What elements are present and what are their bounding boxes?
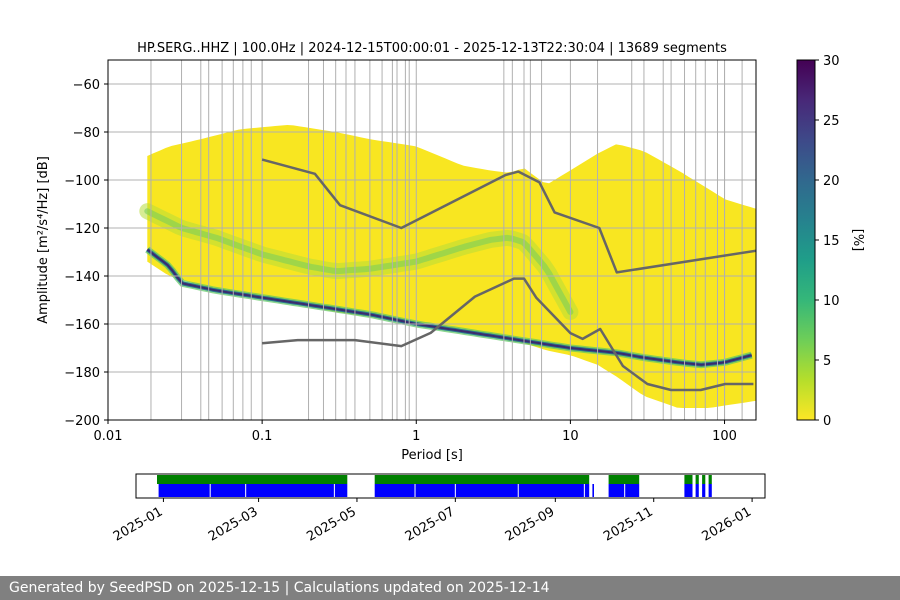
mode-curve [146,248,752,366]
noise-band-core [144,208,574,315]
availability-timeline: 2025-01 2025-03 2025-05 2025-07 2025-09 2025-… [111,473,766,545]
footer-text: Generated by SeedPSD on 2025-12-15 | Cal… [9,580,550,596]
colorbar-tick-label: 5 [823,354,831,369]
timeline-tick-label: 2025-01 [111,504,166,544]
footer-bar: Generated by SeedPSD on 2025-12-15 | Cal… [0,576,900,600]
colorbar-tick-label: 20 [823,174,840,189]
y-tick-label: −120 [64,222,100,237]
time-gap-lines [150,60,743,420]
y-tick-label: −140 [64,270,100,285]
y-axis-label: Amplitude [m²/s⁴/Hz] [dB] [36,156,51,324]
x-tick-label: 10 [562,429,579,444]
colorbar-label: [%] [850,229,865,252]
timeline-tick-label: 2025-03 [206,504,261,544]
y-tick-label: −80 [73,126,100,141]
nlnm-curve [261,277,754,392]
x-tick-label: 1 [412,429,420,444]
colorbar-tick-label: 0 [823,414,831,429]
noise-models [261,158,756,392]
colorbar-tick-label: 15 [823,234,840,249]
colorbar-tick-label: 10 [823,294,840,309]
timeline-ticks: 2025-01 2025-03 2025-05 2025-07 2025-09 2025-… [111,498,754,545]
availability-bar [608,475,640,484]
timeline-tick-label: 2026-01 [700,504,755,544]
colorbar-ticks: 0 5 10 15 20 25 30 [815,54,840,429]
availability-bar [695,475,699,484]
timeline-bars [157,475,712,497]
timeline-frame [135,473,766,499]
segment-bar [702,484,706,497]
availability-bar [684,475,693,484]
segment-bar [708,484,712,497]
timeline-tick-label: 2025-07 [403,504,458,544]
psd-plot: 0.01 0.1 1 10 100 −60 −80 −100 −120 −140 −160 −180… [36,59,757,463]
y-tick-label: −160 [64,318,100,333]
segment-bar [684,484,693,497]
availability-bar [702,475,706,484]
y-tick-label: −180 [64,366,100,381]
timeline-tick-label: 2025-09 [503,504,558,544]
availability-bar [708,475,712,484]
x-axis-ticks: 0.01 0.1 1 10 100 [94,420,737,444]
y-tick-label: −60 [73,78,100,93]
chart-title: HP.SERG..HHZ | 100.0Hz | 2024-12-15T00:0… [137,41,727,56]
grid-lines [108,60,756,420]
psd-figure: HP.SERG..HHZ | 100.0Hz | 2024-12-15T00:0… [36,41,865,545]
availability-bar [374,475,590,484]
segment-bar [608,484,640,497]
x-tick-label: 100 [712,429,737,444]
colorbar-tick-label: 25 [823,114,840,129]
x-axis-label: Period [s] [401,448,463,463]
plot-frame [107,59,757,421]
colorbar-gradient [797,60,815,420]
segment-bar [374,484,590,497]
x-tick-label: 0.01 [94,429,123,444]
timeline-tick-label: 2025-11 [601,504,656,544]
y-tick-label: −200 [64,414,100,429]
x-tick-label: 0.1 [252,429,273,444]
colorbar: 0 5 10 15 20 25 30 [%] [796,54,865,429]
colorbar-tick-label: 30 [823,54,840,69]
segment-bar [695,484,699,497]
nhnm-curve [261,158,756,274]
y-axis-ticks: −60 −80 −100 −120 −140 −160 −180 −200 [64,78,108,429]
y-tick-label: −100 [64,174,100,189]
segment-bar [592,484,594,497]
timeline-tick-label: 2025-05 [304,504,359,544]
segment-bar [158,484,348,497]
availability-bar [157,475,348,484]
